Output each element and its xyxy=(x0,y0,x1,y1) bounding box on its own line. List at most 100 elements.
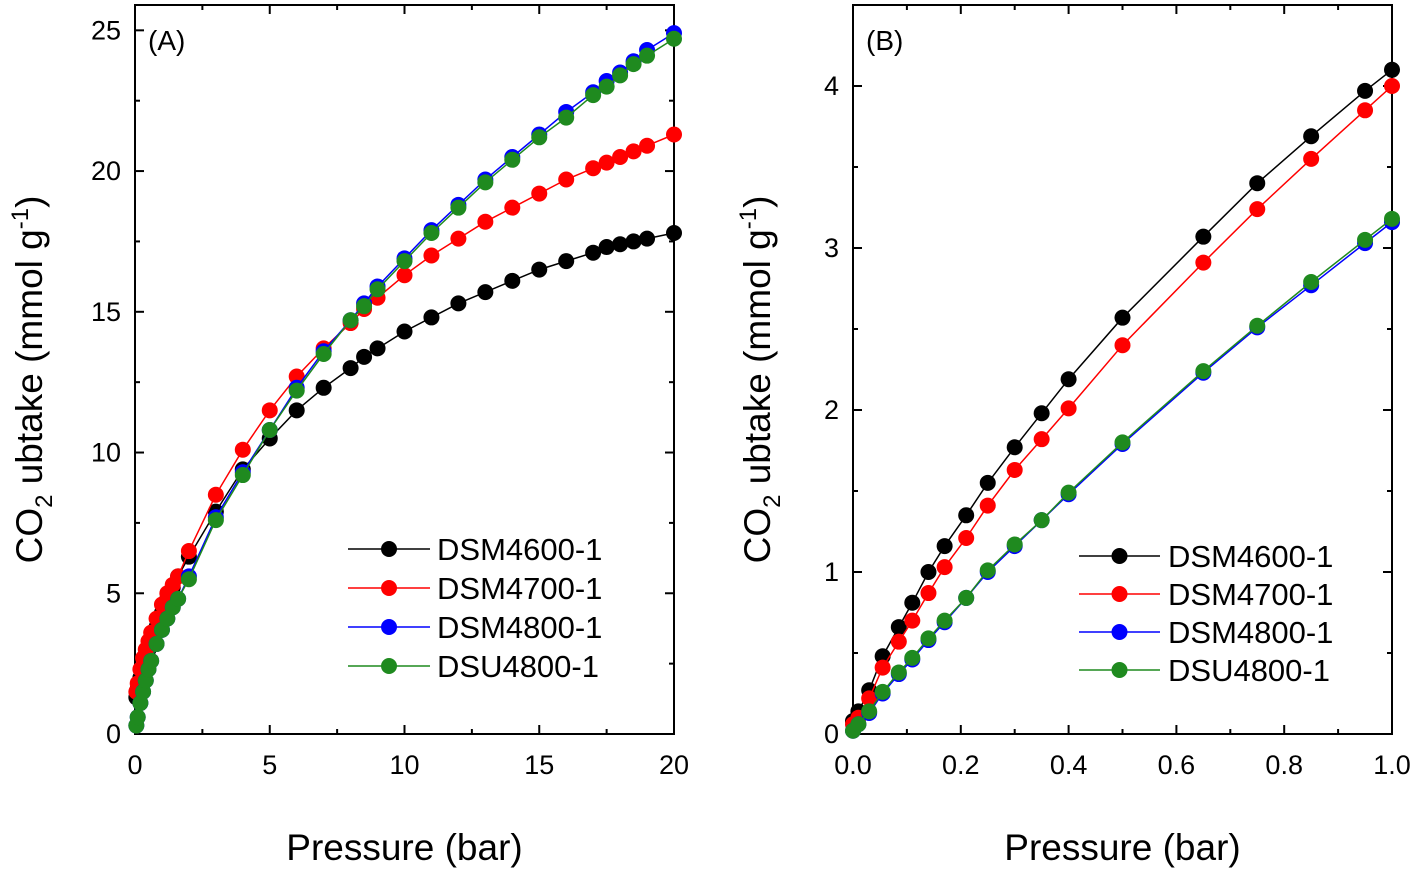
data-point xyxy=(979,497,996,514)
data-point xyxy=(958,507,975,524)
x-tick-label: 1.0 xyxy=(1373,750,1411,780)
data-point xyxy=(1114,434,1131,451)
legend-marker xyxy=(1111,586,1128,602)
x-tick-label: 0.2 xyxy=(942,750,980,780)
data-point xyxy=(288,368,305,385)
data-point xyxy=(423,224,440,241)
data-point xyxy=(666,126,682,143)
data-point xyxy=(890,664,907,681)
data-point xyxy=(143,652,160,669)
y-tick-label: 5 xyxy=(106,578,121,608)
data-point xyxy=(288,402,305,419)
y-tick-label: 0 xyxy=(824,719,839,749)
data-point xyxy=(288,382,305,399)
legend: DSM4600-1 DSM4700-1 DSM4800-1 DSU4800-1 xyxy=(348,532,602,684)
data-point xyxy=(504,199,521,216)
legend-label: DSM4600-1 xyxy=(437,532,602,567)
legend-marker xyxy=(381,580,397,596)
panel-label: (B) xyxy=(866,25,903,56)
data-point xyxy=(261,422,278,439)
data-point xyxy=(979,474,996,491)
data-point xyxy=(1114,337,1131,354)
data-point xyxy=(477,284,494,301)
data-point xyxy=(234,467,251,484)
data-point xyxy=(342,312,359,329)
data-point xyxy=(904,649,921,666)
data-point xyxy=(861,690,878,707)
data-point xyxy=(504,272,521,289)
legend-label: DSM4800-1 xyxy=(437,610,602,645)
data-point xyxy=(1060,371,1077,388)
data-point xyxy=(890,619,907,636)
legend-marker xyxy=(1111,548,1128,564)
data-point xyxy=(920,630,937,647)
x-tick-label: 0.8 xyxy=(1265,750,1303,780)
panel-a: 0 5 10 15 20 0 5 10 15 20 25 (A) Pressure (bar) CO2 u… xyxy=(7,4,689,868)
data-point xyxy=(1303,128,1320,145)
y-tick-label: 10 xyxy=(91,438,121,468)
data-point xyxy=(1384,78,1400,94)
legend-label: DSU4800-1 xyxy=(1168,653,1330,688)
data-point xyxy=(1384,210,1400,227)
legend-marker xyxy=(1111,624,1128,640)
x-tick-label: 20 xyxy=(659,750,689,780)
legend-marker xyxy=(381,658,397,674)
y-tick-label: 25 xyxy=(91,15,121,45)
data-point xyxy=(1195,254,1212,271)
x-axis-label: Pressure (bar) xyxy=(286,827,522,868)
data-point xyxy=(585,244,602,261)
data-point xyxy=(450,295,467,312)
y-tick-label: 2 xyxy=(824,395,839,425)
data-point xyxy=(1249,201,1266,218)
data-point xyxy=(585,160,602,177)
data-point xyxy=(558,109,575,126)
data-point xyxy=(958,589,975,606)
data-point xyxy=(904,594,921,611)
legend-label: DSM4700-1 xyxy=(437,571,602,606)
data-point xyxy=(1249,317,1266,334)
data-point xyxy=(1195,363,1212,380)
legend-label: DSU4800-1 xyxy=(437,649,599,684)
data-point xyxy=(1060,400,1077,417)
series-line xyxy=(135,133,675,692)
data-point xyxy=(315,346,332,363)
data-point xyxy=(639,137,656,154)
x-tick-label: 0 xyxy=(127,750,142,780)
data-point xyxy=(920,564,937,580)
legend-marker xyxy=(381,541,397,557)
x-tick-label: 0.0 xyxy=(834,750,872,780)
x-tick-label: 0.4 xyxy=(1050,750,1088,780)
legend-marker xyxy=(1111,662,1128,678)
data-point xyxy=(874,683,891,700)
data-point xyxy=(936,538,953,555)
data-point xyxy=(874,659,891,676)
x-tick-label: 15 xyxy=(524,750,554,780)
data-point xyxy=(1195,228,1212,245)
data-point xyxy=(598,239,615,256)
data-point xyxy=(1006,439,1023,456)
data-point xyxy=(1249,175,1266,192)
data-point xyxy=(1357,102,1374,119)
data-point xyxy=(666,30,682,47)
data-point xyxy=(850,716,867,733)
data-point xyxy=(369,340,386,357)
y-tick-label: 20 xyxy=(91,156,121,186)
legend-label: DSM4800-1 xyxy=(1168,615,1333,650)
y-axis-label: CO2 ubtake (mmol g-1) xyxy=(735,196,786,564)
data-point xyxy=(1006,536,1023,553)
data-point xyxy=(315,379,332,396)
data-point xyxy=(639,47,656,64)
data-point xyxy=(598,78,615,95)
data-point xyxy=(612,67,629,84)
data-point xyxy=(1303,274,1320,291)
data-point xyxy=(1303,150,1320,167)
data-point xyxy=(477,174,494,191)
data-point xyxy=(958,529,975,546)
data-point xyxy=(180,571,197,588)
data-point xyxy=(979,562,996,579)
data-point xyxy=(423,309,440,326)
data-point xyxy=(396,323,413,340)
data-point xyxy=(936,559,953,576)
